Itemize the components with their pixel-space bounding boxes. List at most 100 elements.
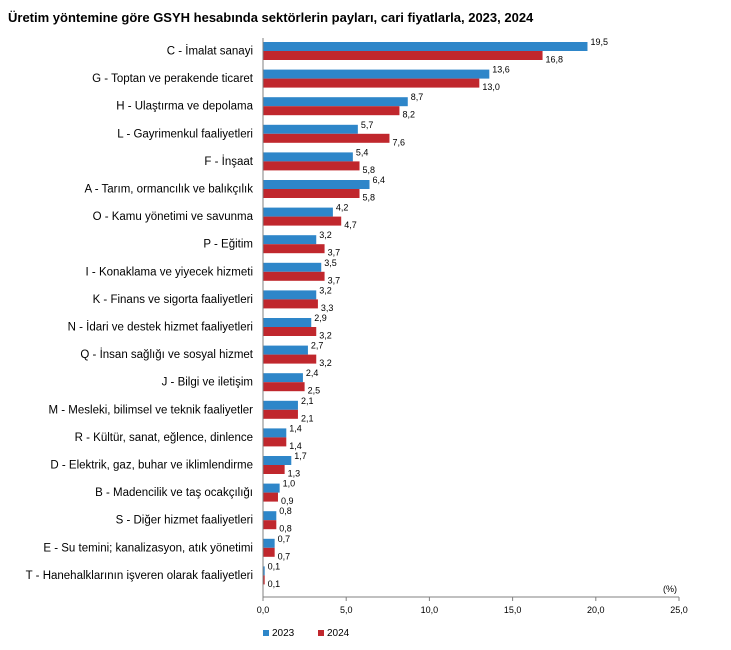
bar-2024 xyxy=(263,437,287,447)
data-label-2024: 0,9 xyxy=(281,496,294,506)
bar-2023 xyxy=(263,345,308,355)
category-label: E - Su temini; kanalizasyon, atık yöneti… xyxy=(43,542,253,554)
bar-2023 xyxy=(263,290,317,300)
data-label-2023: 4,2 xyxy=(336,203,349,213)
bar-2024 xyxy=(263,244,325,254)
bar-2023 xyxy=(263,566,265,576)
data-label-2023: 3,2 xyxy=(319,230,332,240)
bar-2024 xyxy=(263,299,318,309)
data-label-2024: 3,2 xyxy=(319,331,332,341)
x-tick-label: 15,0 xyxy=(504,605,522,615)
data-label-2023: 6,4 xyxy=(372,175,385,185)
bar-2023 xyxy=(263,42,588,51)
category-label: D - Elektrik, gaz, buhar ve iklimlendirm… xyxy=(50,460,253,472)
data-label-2023: 1,4 xyxy=(289,423,302,433)
bar-2024 xyxy=(263,189,360,198)
data-label-2023: 2,4 xyxy=(306,368,319,378)
bar-2023 xyxy=(263,483,280,493)
bar-2023 xyxy=(263,152,353,162)
data-label-2023: 0,1 xyxy=(268,561,281,571)
bar-2024 xyxy=(263,106,400,116)
bar-2023 xyxy=(263,69,490,79)
data-label-2023: 2,7 xyxy=(311,341,324,351)
category-label: N - İdari ve destek hizmet faaliyetleri xyxy=(68,321,253,334)
data-label-2024: 2,5 xyxy=(308,386,321,396)
data-label-2024: 1,4 xyxy=(289,441,302,451)
category-label: S - Diğer hizmet faaliyetleri xyxy=(116,515,253,527)
bar-2024 xyxy=(263,575,265,585)
bar-2023 xyxy=(263,180,370,189)
data-label-2024: 3,7 xyxy=(328,248,341,258)
bar-2024 xyxy=(263,409,298,419)
x-tick-label: 10,0 xyxy=(421,605,439,615)
category-label: O - Kamu yönetimi ve savunma xyxy=(93,211,254,223)
bar-2024 xyxy=(263,354,317,364)
category-label: I - Konaklama ve yiyecek hizmeti xyxy=(86,266,253,278)
x-tick-label: 25,0 xyxy=(670,605,688,615)
bar-2024 xyxy=(263,78,480,88)
bar-2024 xyxy=(263,133,390,143)
data-label-2023: 8,7 xyxy=(411,92,424,102)
data-label-2024: 13,0 xyxy=(482,82,500,92)
bar-2024 xyxy=(263,520,277,530)
data-label-2024: 7,6 xyxy=(392,137,405,147)
data-label-2023: 5,4 xyxy=(356,147,369,157)
bar-2024 xyxy=(263,382,305,392)
bar-2023 xyxy=(263,124,358,134)
legend-swatch-2023 xyxy=(263,630,269,636)
category-label: J - Bilgi ve iletişim xyxy=(162,377,253,389)
data-label-2024: 0,8 xyxy=(279,524,292,534)
data-label-2024: 0,7 xyxy=(278,551,291,561)
bar-2023 xyxy=(263,207,333,217)
chart-title: Üretim yöntemine göre GSYH hesabında sek… xyxy=(8,10,534,25)
bar-2023 xyxy=(263,456,292,465)
legend-label-2024: 2024 xyxy=(327,628,350,639)
bar-2024 xyxy=(263,271,325,281)
x-tick-label: 20,0 xyxy=(587,605,605,615)
category-label: T - Hanehalklarının işveren olarak faali… xyxy=(26,570,253,582)
bars-layer xyxy=(263,42,588,585)
bar-2024 xyxy=(263,465,285,474)
category-label: Q - İnsan sağlığı ve sosyal hizmet xyxy=(80,348,253,361)
data-label-2023: 2,9 xyxy=(314,313,327,323)
data-label-2024: 1,3 xyxy=(288,469,301,479)
legend-swatch-2024 xyxy=(318,630,324,636)
data-label-2023: 0,7 xyxy=(278,534,291,544)
data-label-2024: 8,2 xyxy=(402,110,415,120)
legend-label-2023: 2023 xyxy=(272,628,295,639)
data-label-2024: 3,3 xyxy=(321,303,334,313)
category-label: H - Ulaştırma ve depolama xyxy=(116,101,253,113)
x-axis: 0,0 5,0 10,0 15,0 20,0 25,0 (%) xyxy=(257,38,688,615)
category-label: F - İnşaat xyxy=(204,155,253,168)
category-label: K - Finans ve sigorta faaliyetleri xyxy=(93,294,253,306)
data-label-2024: 5,8 xyxy=(363,165,376,175)
data-label-2024: 2,1 xyxy=(301,413,314,423)
x-tick-label: 5,0 xyxy=(340,605,353,615)
category-label: B - Madencilik ve taş ocakçılığı xyxy=(95,487,253,499)
category-label: P - Eğitim xyxy=(203,239,253,251)
category-label: L - Gayrimenkul faaliyetleri xyxy=(117,128,253,140)
data-label-2023: 3,5 xyxy=(324,258,337,268)
data-label-2024: 4,7 xyxy=(344,220,357,230)
labels-layer: C - İmalat sanayi 19,5 16,8 G - Toptan ve p… xyxy=(26,37,608,589)
bar-2023 xyxy=(263,428,287,438)
category-label: R - Kültür, sanat, eğlence, dinlence xyxy=(75,432,253,444)
data-label-2024: 3,2 xyxy=(319,358,332,368)
category-label: A - Tarım, ormancılık ve balıkçılık xyxy=(84,184,253,196)
data-label-2024: 3,7 xyxy=(328,275,341,285)
bar-2024 xyxy=(263,547,275,557)
bar-2023 xyxy=(263,538,275,548)
unit-label: (%) xyxy=(663,584,677,594)
bar-2024 xyxy=(263,161,360,171)
data-label-2024: 16,8 xyxy=(546,55,564,65)
bar-2023 xyxy=(263,262,322,272)
bar-2023 xyxy=(263,373,303,383)
bar-2023 xyxy=(263,97,408,107)
data-label-2023: 5,7 xyxy=(361,120,374,130)
bar-2023 xyxy=(263,511,277,521)
data-label-2023: 0,8 xyxy=(279,506,292,516)
category-label: C - İmalat sanayi xyxy=(167,45,253,58)
bar-2024 xyxy=(263,216,342,226)
x-tick-label: 0,0 xyxy=(257,605,270,615)
